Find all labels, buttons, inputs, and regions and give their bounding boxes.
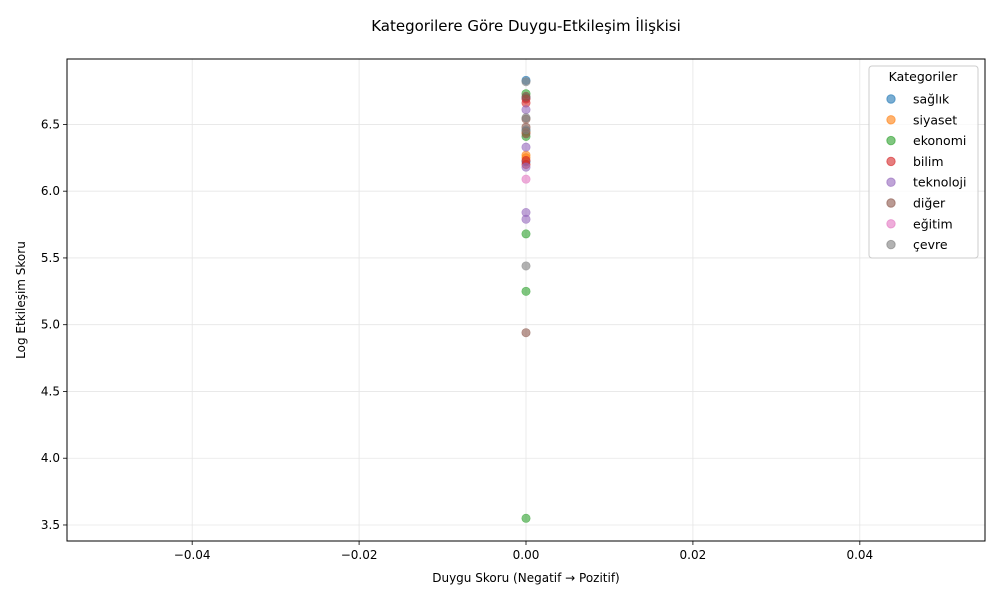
legend-title: Kategoriler bbox=[889, 69, 959, 84]
data-point-teknoloji bbox=[521, 142, 531, 152]
data-point-teknoloji bbox=[521, 214, 531, 224]
legend-marker-diğer bbox=[886, 198, 896, 208]
data-point-eğitim bbox=[521, 174, 531, 184]
legend: Kategoriler sağlık siyaset ekonomi bilim tek… bbox=[868, 65, 979, 259]
legend-label-ekonomi: ekonomi bbox=[913, 133, 966, 148]
y-tick-label: 5.0 bbox=[41, 318, 60, 332]
y-tick-label: 4.0 bbox=[41, 451, 60, 465]
y-tick-label: 6.0 bbox=[41, 184, 60, 198]
x-tick-label: −0.02 bbox=[341, 548, 378, 562]
data-point-ekonomi bbox=[521, 513, 531, 523]
data-point-çevre bbox=[521, 77, 531, 87]
legend-marker-sağlık bbox=[886, 94, 896, 104]
data-point-diğer bbox=[521, 328, 531, 338]
data-point-ekonomi bbox=[521, 286, 531, 296]
data-point-diğer bbox=[521, 91, 531, 101]
points-layer bbox=[521, 75, 531, 523]
y-axis-label: Log Etkileşim Skoru bbox=[14, 241, 28, 359]
y-tick-label: 5.5 bbox=[41, 251, 60, 265]
legend-marker-eğitim bbox=[886, 219, 896, 229]
data-point-ekonomi bbox=[521, 229, 531, 239]
legend-marker-siyaset bbox=[886, 115, 896, 125]
y-tick-label: 3.5 bbox=[41, 518, 60, 532]
y-tick-label: 6.5 bbox=[41, 117, 60, 131]
y-tick-label: 4.5 bbox=[41, 384, 60, 398]
legend-label-teknoloji: teknoloji bbox=[913, 175, 966, 190]
x-axis-ticks: −0.04 −0.02 0.00 0.02 0.04 bbox=[174, 541, 873, 562]
data-point-çevre bbox=[521, 125, 531, 135]
legend-items: sağlık siyaset ekonomi bilim teknoloji diğer e… bbox=[886, 92, 966, 252]
y-axis-ticks: 3.5 4.0 4.5 5.0 5.5 6.0 6.5 bbox=[41, 117, 67, 532]
legend-label-sağlık: sağlık bbox=[913, 92, 950, 107]
legend-label-bilim: bilim bbox=[913, 154, 944, 169]
x-axis-label: Duygu Skoru (Negatif → Pozitif) bbox=[432, 571, 620, 585]
data-point-teknoloji bbox=[521, 162, 531, 172]
chart-title: Kategorilere Göre Duygu-Etkileşim İlişki… bbox=[371, 16, 681, 35]
legend-label-siyaset: siyaset bbox=[913, 112, 957, 127]
x-tick-label: −0.04 bbox=[174, 548, 211, 562]
legend-label-eğitim: eğitim bbox=[913, 216, 953, 231]
legend-marker-çevre bbox=[886, 239, 896, 250]
data-point-çevre bbox=[521, 261, 531, 271]
legend-marker-teknoloji bbox=[886, 177, 896, 187]
x-tick-label: 0.04 bbox=[846, 548, 873, 562]
legend-marker-ekonomi bbox=[886, 135, 896, 146]
x-tick-label: 0.00 bbox=[513, 548, 540, 562]
legend-box bbox=[868, 65, 979, 259]
data-point-çevre bbox=[521, 113, 531, 123]
legend-label-çevre: çevre bbox=[913, 237, 948, 252]
legend-label-diğer: diğer bbox=[913, 196, 946, 211]
legend-marker-bilim bbox=[886, 156, 896, 167]
x-tick-label: 0.02 bbox=[680, 548, 707, 562]
data-point-teknoloji bbox=[521, 105, 531, 115]
